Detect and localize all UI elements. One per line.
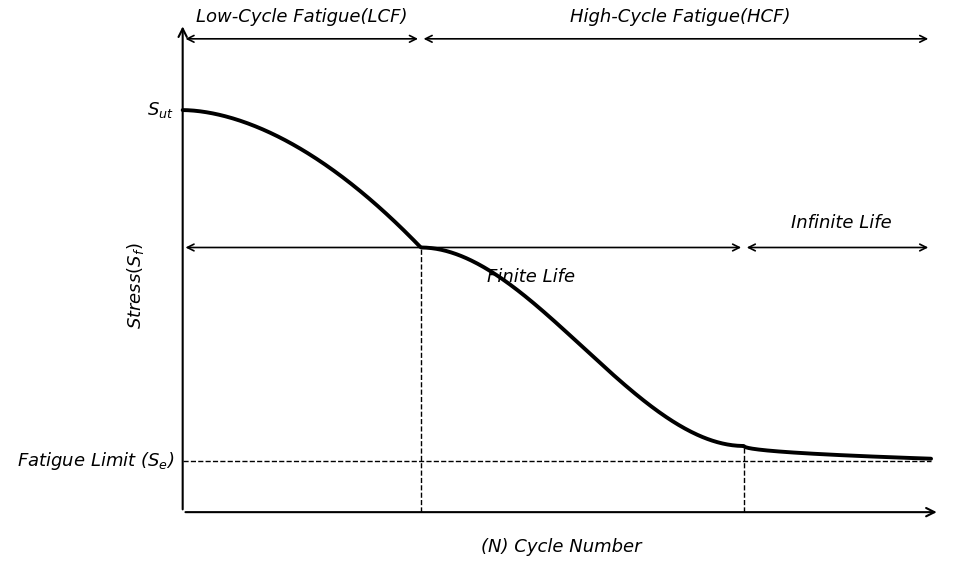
Text: Infinite Life: Infinite Life [792, 214, 892, 232]
Text: Finite Life: Finite Life [487, 268, 576, 286]
Text: High-Cycle Fatigue(HCF): High-Cycle Fatigue(HCF) [570, 8, 791, 26]
Text: Low-Cycle Fatigue(LCF): Low-Cycle Fatigue(LCF) [196, 8, 408, 26]
Text: (N) Cycle Number: (N) Cycle Number [481, 537, 642, 555]
Text: $S_{ut}$: $S_{ut}$ [147, 100, 174, 120]
Text: $Stress(S_f)$: $Stress(S_f)$ [125, 242, 146, 329]
Text: Fatigue Limit ($S_e$): Fatigue Limit ($S_e$) [17, 450, 174, 472]
